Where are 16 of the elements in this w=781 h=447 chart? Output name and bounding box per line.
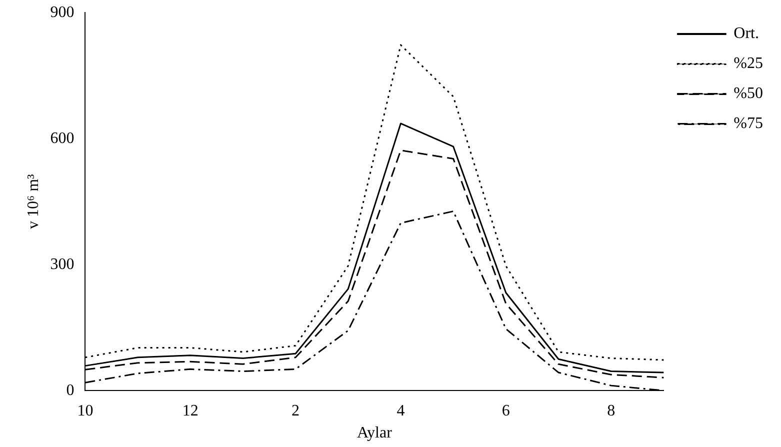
legend-label: %75 xyxy=(734,115,763,132)
x-tick-label: 6 xyxy=(502,402,510,420)
y-tick-label: 600 xyxy=(50,130,74,147)
legend-label: %25 xyxy=(734,55,763,72)
y-tick-label: 900 xyxy=(50,4,74,21)
y-tick-label: 0 xyxy=(66,382,74,399)
y-axis-title: v 10⁶ m³ xyxy=(24,174,42,230)
y-tick-label: 300 xyxy=(50,256,74,273)
x-tick-label: 10 xyxy=(77,402,94,420)
legend-label: %50 xyxy=(734,85,763,102)
x-tick-label: 4 xyxy=(396,402,405,420)
x-axis-title: Aylar xyxy=(356,424,393,442)
legend-label: Ort. xyxy=(734,25,759,42)
x-tick-label: 8 xyxy=(607,402,616,420)
x-tick-label: 12 xyxy=(182,402,198,420)
x-tick-label: 2 xyxy=(292,402,300,420)
